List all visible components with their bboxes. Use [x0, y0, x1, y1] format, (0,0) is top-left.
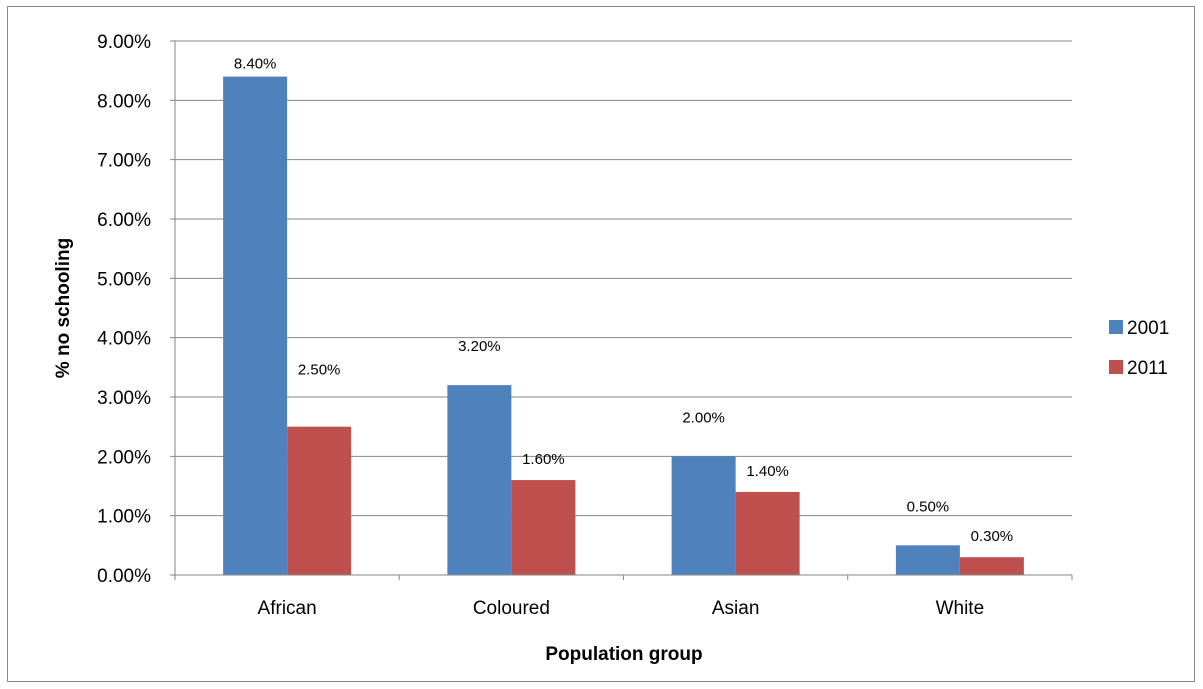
- y-tick-label: 4.00%: [97, 329, 151, 350]
- bars: [223, 76, 1024, 575]
- bar-2001-asian: [671, 456, 736, 575]
- x-tick-label: African: [258, 598, 317, 619]
- data-label: 0.50%: [907, 498, 950, 515]
- legend-swatch-2001: [1109, 320, 1123, 334]
- y-tick-label: 0.00%: [97, 566, 151, 587]
- data-label: 3.20%: [458, 338, 501, 355]
- y-tick-label: 9.00%: [97, 32, 151, 53]
- legend-label-2011: 2011: [1127, 358, 1168, 379]
- x-tick-label: Coloured: [473, 598, 550, 619]
- axes: 0.00% 1.00% 2.00% 3.00% 4.00% 5.00% 6.00% 7.00%…: [97, 32, 1073, 619]
- y-tick-label: 2.00%: [97, 447, 151, 468]
- y-tick-label: 8.00%: [97, 91, 151, 112]
- data-label: 1.40%: [746, 463, 789, 480]
- y-tick-label: 1.00%: [97, 507, 151, 528]
- data-labels: 8.40% 2.50% 3.20% 1.60% 2.00% 1.40% 0.50% 0.30%: [234, 56, 1013, 546]
- data-label: 1.60%: [522, 451, 565, 468]
- bar-2011-asian: [735, 491, 800, 575]
- x-axis-title: Population group: [545, 644, 702, 665]
- legend: 2001 2011: [1109, 318, 1169, 379]
- bar-2001-white: [895, 545, 960, 575]
- bar-2001-african: [223, 76, 288, 575]
- data-label: 8.40%: [234, 56, 277, 73]
- y-tick-label: 6.00%: [97, 210, 151, 231]
- data-label: 2.00%: [682, 409, 725, 426]
- y-tick-label: 3.00%: [97, 388, 151, 409]
- legend-swatch-2011: [1109, 360, 1123, 374]
- x-tick-label: Asian: [712, 598, 760, 619]
- x-tick-label: White: [936, 598, 985, 619]
- bar-2001-coloured: [447, 385, 512, 575]
- y-axis-title: % no schooling: [53, 238, 74, 378]
- bar-2011-white: [959, 557, 1024, 575]
- y-tick-label: 5.00%: [97, 269, 151, 290]
- bar-2011-african: [287, 426, 352, 575]
- bar-2011-coloured: [511, 480, 576, 575]
- y-tick-label: 7.00%: [97, 151, 151, 172]
- legend-label-2001: 2001: [1127, 318, 1169, 339]
- data-label: 0.30%: [971, 528, 1014, 545]
- data-label: 2.50%: [298, 362, 341, 379]
